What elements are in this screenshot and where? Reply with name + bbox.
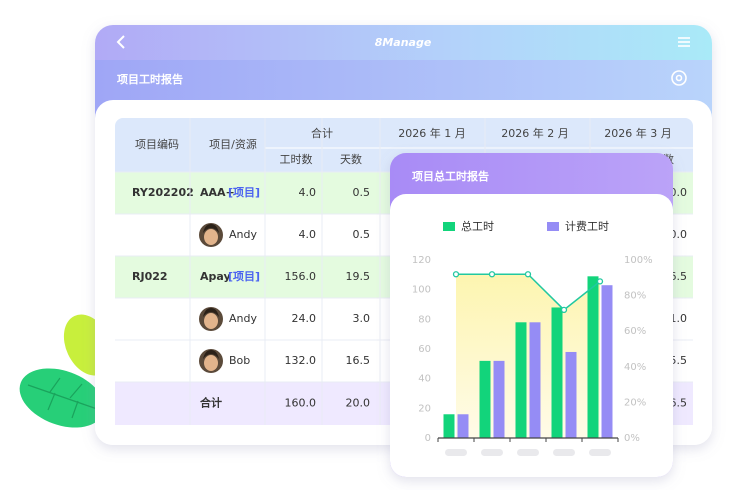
- x-label-placeholder: [589, 449, 611, 456]
- avatar-face: [204, 355, 218, 371]
- x-label-placeholder: [445, 449, 467, 456]
- item-tag: [项目]: [228, 186, 260, 199]
- tail-cell: 5.5: [670, 354, 688, 367]
- hours-cell: 156.0: [285, 270, 317, 283]
- y-tick-label: 100: [412, 285, 431, 296]
- y-tick-label: 40: [418, 374, 431, 385]
- days-cell: 19.5: [346, 270, 371, 283]
- app-logo: 8Manage: [375, 36, 432, 49]
- item-name: Andy: [229, 228, 257, 241]
- bar: [601, 285, 613, 438]
- y2-tick-label: 80%: [624, 291, 646, 302]
- days-cell: 0.5: [353, 228, 371, 241]
- item-name: 合计: [200, 396, 222, 410]
- y2-tick-label: 20%: [624, 397, 646, 408]
- y2-tick-label: 60%: [624, 326, 646, 337]
- tail-cell: 6.5: [670, 397, 688, 410]
- bar: [565, 351, 577, 438]
- hours-cell: 4.0: [299, 228, 317, 241]
- hours-cell: 160.0: [285, 397, 317, 410]
- settings-button[interactable]: [671, 70, 687, 86]
- avatar-face: [204, 229, 218, 245]
- y2-tick-label: 100%: [624, 255, 653, 266]
- tail-cell: 0.0: [670, 228, 688, 241]
- project-code: RJ022: [132, 270, 168, 283]
- header-cell: 项目编码: [135, 137, 179, 151]
- item-name: Andy: [229, 312, 257, 325]
- y-tick-label: 120: [412, 255, 431, 266]
- menu-button[interactable]: [678, 37, 690, 47]
- back-button[interactable]: [116, 35, 125, 49]
- legend-label: 计费工时: [565, 220, 609, 233]
- avatar-face: [204, 313, 218, 329]
- header-cell: 合计: [311, 126, 333, 140]
- header-cell: 2026 年 3 月: [604, 126, 671, 140]
- y-tick-label: 60: [418, 344, 431, 355]
- line-area: [456, 274, 600, 438]
- header-cell: 2026 年 1 月: [398, 126, 465, 140]
- tail-cell: 6.5: [670, 270, 688, 283]
- hours-cell: 132.0: [285, 354, 317, 367]
- project-code: RY202202: [132, 186, 194, 199]
- bar: [479, 360, 491, 438]
- legend-swatch: [547, 222, 559, 231]
- days-cell: 3.0: [353, 312, 371, 325]
- tail-cell: 0.0: [670, 186, 688, 199]
- line-point: [452, 271, 460, 278]
- chart-card: 项目总工时报告 0 20 40 60 80 100 120 0% 20% 40% 60% 80% 100%…: [390, 153, 673, 477]
- header-cell: 2026 年 2 月: [501, 126, 568, 140]
- line-point: [524, 271, 532, 278]
- tail-cell: 1.0: [670, 312, 688, 325]
- hours-cell: 4.0: [299, 186, 317, 199]
- y-tick-label: 0: [425, 433, 431, 444]
- x-label-placeholder: [517, 449, 539, 456]
- days-cell: 0.5: [353, 186, 371, 199]
- y2-tick-label: 0%: [624, 433, 640, 444]
- header-cell: 项目/资源: [209, 137, 257, 151]
- item-name: Apay: [200, 270, 231, 283]
- legend-label: 总工时: [461, 219, 494, 233]
- bar: [443, 414, 455, 438]
- x-label-placeholder: [481, 449, 503, 456]
- page-title: 项目工时报告: [117, 72, 183, 86]
- avatar: [199, 307, 223, 331]
- legend-swatch: [443, 222, 455, 231]
- item-name: Bob: [229, 354, 250, 367]
- bar: [551, 307, 563, 438]
- line-point: [560, 306, 568, 313]
- bar: [457, 414, 469, 438]
- days-cell: 20.0: [346, 397, 371, 410]
- y-tick-label: 80: [418, 314, 431, 325]
- y-tick-label: 20: [418, 403, 431, 414]
- avatar-hair: [203, 350, 219, 359]
- hours-cell: 24.0: [292, 312, 317, 325]
- avatar-hair: [203, 308, 219, 317]
- line-point: [488, 271, 496, 278]
- bar: [515, 322, 527, 438]
- days-cell: 16.5: [346, 354, 371, 367]
- bar: [587, 276, 599, 438]
- bar: [529, 322, 541, 438]
- item-name: AAA+: [200, 186, 235, 199]
- avatar-hair: [203, 224, 219, 233]
- line-point: [596, 278, 604, 285]
- chart-title: 项目总工时报告: [412, 169, 489, 183]
- y2-tick-label: 40%: [624, 362, 646, 373]
- bar: [493, 360, 505, 438]
- avatar: [199, 223, 223, 247]
- x-label-placeholder: [553, 449, 575, 456]
- item-tag: [项目]: [228, 270, 260, 283]
- header-cell: 天数: [340, 153, 362, 166]
- avatar: [199, 349, 223, 373]
- header-cell: 工时数: [280, 153, 313, 166]
